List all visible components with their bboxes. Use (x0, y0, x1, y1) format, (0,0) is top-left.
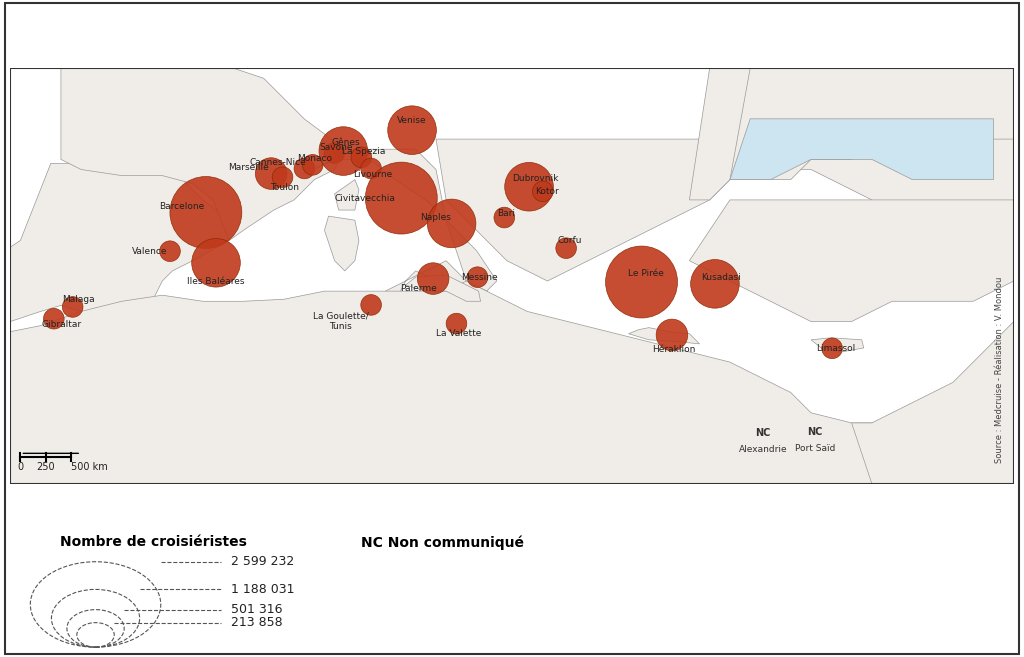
Text: Limassol: Limassol (816, 344, 856, 353)
Polygon shape (10, 433, 1014, 484)
Circle shape (505, 162, 553, 211)
Polygon shape (436, 139, 730, 281)
Text: Valence: Valence (132, 247, 168, 256)
Circle shape (418, 263, 449, 294)
Text: Monaco: Monaco (297, 154, 332, 163)
Text: La Spezia: La Spezia (342, 147, 385, 156)
Text: Livourne: Livourne (353, 170, 393, 179)
Circle shape (319, 127, 368, 175)
Polygon shape (314, 149, 497, 291)
Text: NC Non communiqué: NC Non communiqué (361, 535, 524, 550)
Text: Dubrovnik: Dubrovnik (512, 174, 558, 183)
Polygon shape (10, 281, 1014, 484)
Polygon shape (730, 119, 993, 179)
Text: La Valette: La Valette (436, 329, 481, 338)
Polygon shape (406, 275, 480, 302)
Text: Toulon: Toulon (270, 183, 299, 192)
Polygon shape (629, 328, 699, 344)
Text: 500 km: 500 km (71, 462, 108, 472)
Circle shape (351, 147, 372, 168)
Text: Gibraltar: Gibraltar (42, 321, 82, 329)
Text: 0: 0 (17, 462, 24, 472)
Text: Iles Baléares: Iles Baléares (187, 277, 245, 286)
Text: Palerme: Palerme (400, 284, 437, 293)
Text: Kusadasi: Kusadasi (701, 273, 741, 283)
Polygon shape (811, 338, 863, 352)
Text: Malaga: Malaga (62, 296, 95, 304)
Circle shape (302, 154, 323, 175)
Circle shape (360, 294, 381, 315)
Polygon shape (325, 216, 359, 271)
Text: Nombre de croisiéristes: Nombre de croisiéristes (60, 535, 247, 549)
Circle shape (272, 167, 293, 187)
Text: Marseille: Marseille (228, 163, 269, 172)
Circle shape (822, 338, 843, 359)
Circle shape (446, 313, 467, 334)
Circle shape (556, 238, 577, 258)
Text: 2 599 232: 2 599 232 (231, 555, 294, 568)
Polygon shape (689, 200, 1014, 321)
Circle shape (160, 241, 180, 261)
Text: 501 316: 501 316 (231, 603, 283, 616)
Polygon shape (385, 261, 497, 311)
Text: NC: NC (755, 428, 770, 438)
Text: 213 858: 213 858 (231, 616, 283, 629)
Circle shape (62, 297, 83, 317)
Circle shape (605, 246, 678, 318)
Text: Naples: Naples (420, 213, 451, 222)
Circle shape (656, 319, 688, 351)
Text: Civitavecchia: Civitavecchia (335, 194, 395, 202)
Circle shape (690, 260, 739, 308)
Text: Source : Medcruise - Réalisation : V. Mondou: Source : Medcruise - Réalisation : V. Mo… (994, 277, 1004, 463)
Circle shape (494, 207, 515, 228)
Text: Messine: Messine (461, 273, 498, 282)
Text: Cannes-Nice: Cannes-Nice (250, 158, 306, 167)
Polygon shape (689, 68, 1014, 271)
Circle shape (427, 199, 476, 248)
Circle shape (388, 106, 436, 154)
Text: Gênes: Gênes (331, 139, 359, 147)
Text: Venise: Venise (397, 116, 427, 125)
Text: Savone: Savone (319, 143, 353, 152)
Text: Alexandrie: Alexandrie (738, 445, 787, 454)
Text: NC: NC (807, 427, 822, 437)
Circle shape (255, 158, 287, 189)
Circle shape (324, 143, 344, 164)
Text: Le Pirée: Le Pirée (628, 269, 664, 279)
Text: Port Saïd: Port Saïd (795, 444, 836, 453)
Circle shape (467, 267, 487, 288)
Text: Corfu: Corfu (558, 236, 583, 244)
Polygon shape (60, 68, 345, 240)
Polygon shape (730, 68, 1014, 179)
Polygon shape (0, 164, 229, 321)
Text: La Goulette/
Tunis: La Goulette/ Tunis (312, 311, 369, 331)
Text: 250: 250 (37, 462, 55, 472)
Circle shape (43, 308, 65, 329)
Circle shape (294, 158, 314, 179)
Circle shape (191, 238, 241, 287)
Circle shape (366, 162, 437, 234)
Circle shape (170, 177, 242, 248)
Text: Barcelone: Barcelone (159, 202, 204, 211)
Text: Héraklion: Héraklion (652, 345, 695, 353)
Text: Kotor: Kotor (535, 187, 559, 196)
Text: Bari: Bari (498, 209, 515, 218)
Circle shape (532, 181, 553, 202)
Polygon shape (335, 179, 359, 210)
Circle shape (360, 158, 381, 179)
Text: 1 188 031: 1 188 031 (231, 583, 295, 596)
Polygon shape (852, 321, 1014, 484)
